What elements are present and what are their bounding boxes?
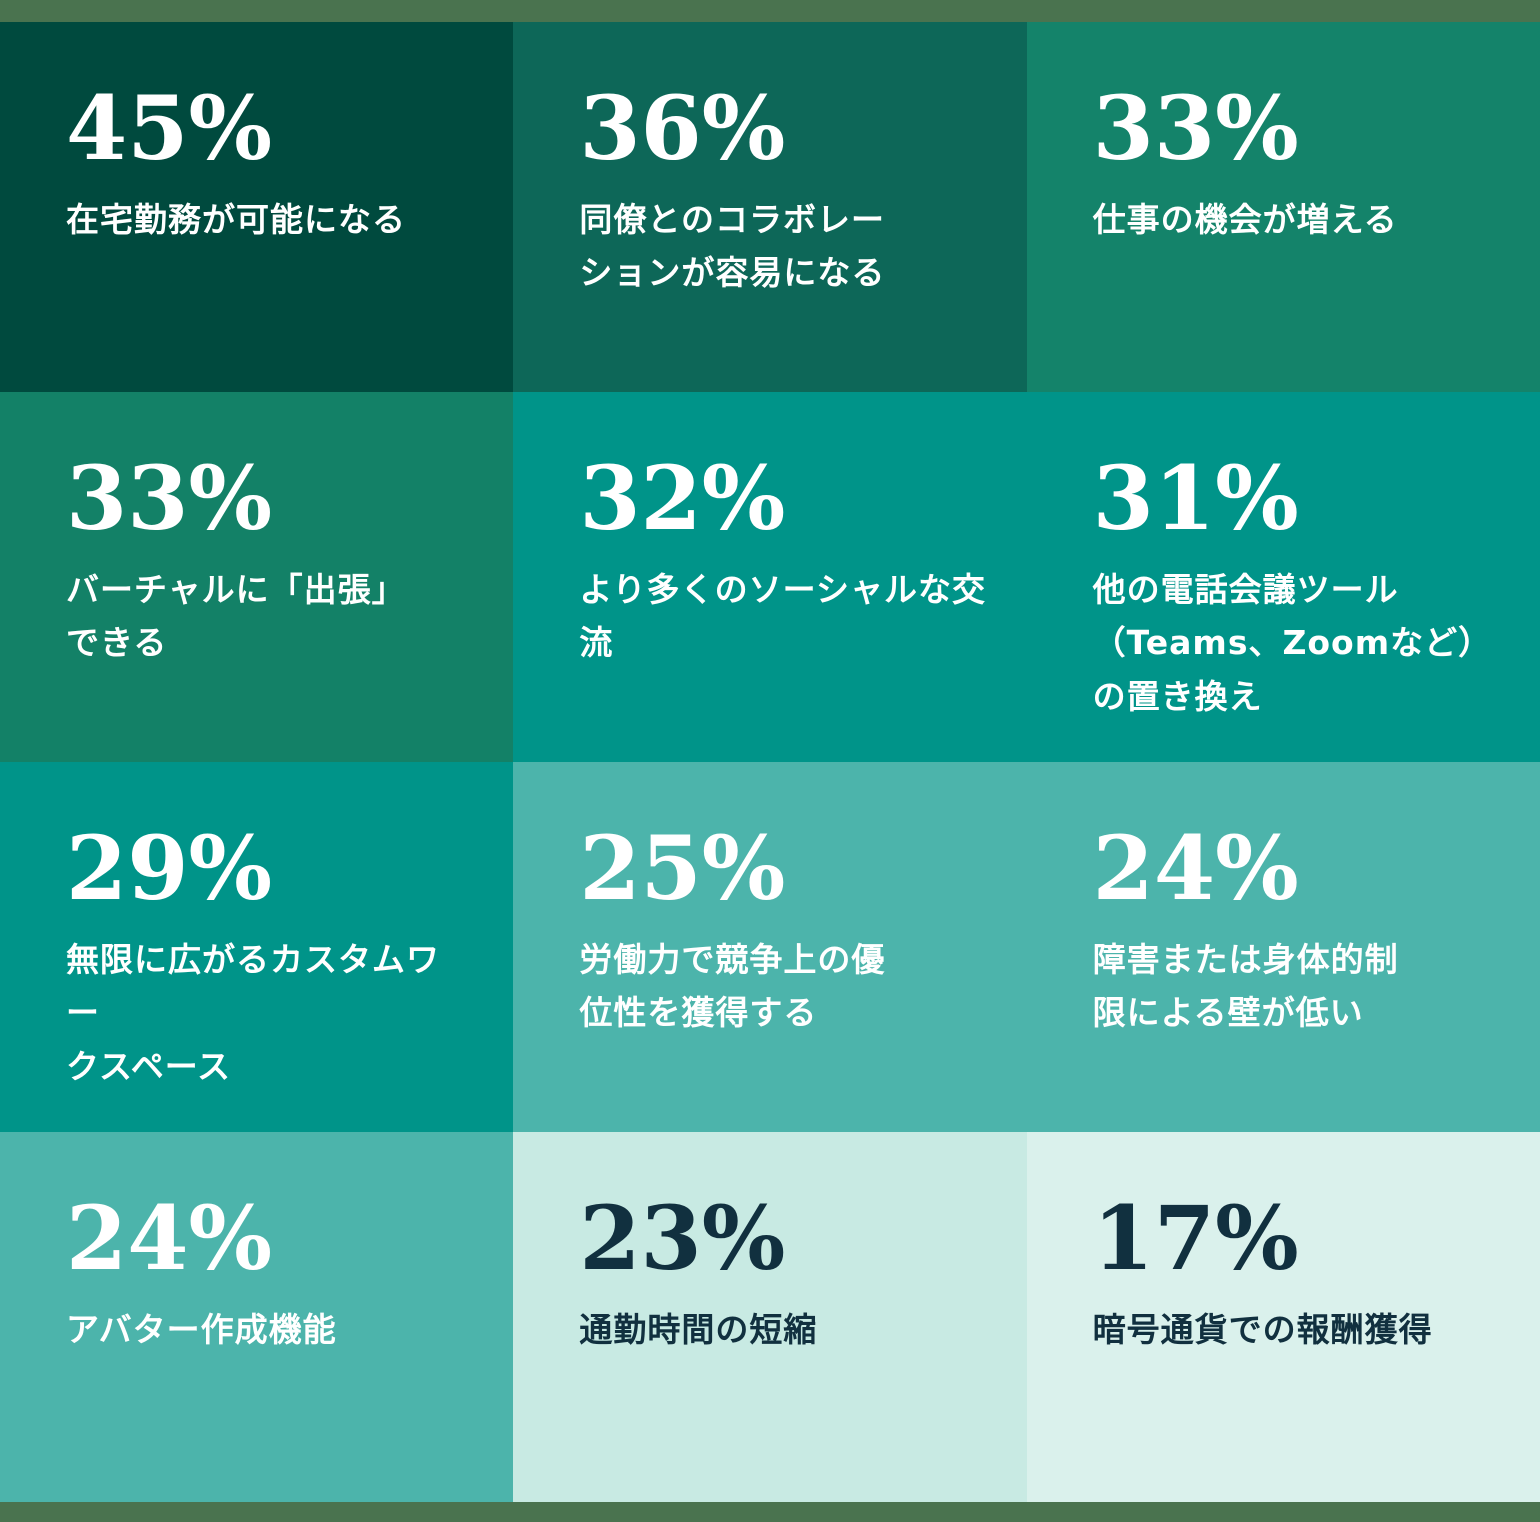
stat-value: 29%	[66, 816, 273, 920]
stat-value: 33%	[1092, 76, 1299, 180]
stat-value: 32%	[579, 446, 786, 550]
stat-label: 障害または身体的制 限による壁が低い	[1092, 939, 1399, 1033]
stat-tile-competitive-advantage: 25% 労働力で競争上の優 位性を獲得する	[513, 762, 1027, 1132]
stat-label: バーチャルに「出張」 できる	[66, 569, 406, 663]
stat-label: 他の電話会議ツール （Teams、Zoomなど） の置き換え	[1092, 569, 1493, 716]
stat-tile-replace-conference-tools: 31% 他の電話会議ツール （Teams、Zoomなど） の置き換え	[1026, 392, 1540, 762]
stat-tile-virtual-travel: 33% バーチャルに「出張」 できる	[0, 392, 514, 762]
stat-value: 24%	[1092, 816, 1299, 920]
stat-tile-collaboration: 36% 同僚とのコラボレー ションが容易になる	[513, 22, 1027, 392]
stat-value: 45%	[66, 76, 273, 180]
top-frame-strip	[0, 0, 1540, 22]
bottom-frame-strip	[0, 1502, 1540, 1522]
stat-label: 暗号通貨での報酬獲得	[1092, 1309, 1433, 1349]
stat-tile-shorter-commute: 23% 通勤時間の短縮	[513, 1132, 1027, 1502]
stat-tile-custom-workspace: 29% 無限に広がるカスタムワー クスペース	[0, 762, 514, 1132]
stat-label: 通勤時間の短縮	[579, 1309, 818, 1349]
stat-label: より多くのソーシャルな交流	[579, 569, 987, 663]
stat-tile-avatar-creation: 24% アバター作成機能	[0, 1132, 514, 1502]
stat-value: 23%	[579, 1186, 786, 1290]
stat-value: 17%	[1092, 1186, 1299, 1290]
stat-tile-job-opportunities: 33% 仕事の機会が増える	[1026, 22, 1540, 392]
stat-value: 33%	[66, 446, 273, 550]
stat-grid: 45% 在宅勤務が可能になる 36% 同僚とのコラボレー ションが容易になる 3…	[0, 22, 1540, 1502]
stat-label: 無限に広がるカスタムワー クスペース	[66, 939, 440, 1086]
stat-label: アバター作成機能	[66, 1309, 337, 1349]
stat-value: 31%	[1092, 446, 1299, 550]
stat-tile-work-from-home: 45% 在宅勤務が可能になる	[0, 22, 514, 392]
stat-value: 24%	[66, 1186, 273, 1290]
stat-label: 労働力で競争上の優 位性を獲得する	[579, 939, 886, 1033]
stat-label: 同僚とのコラボレー ションが容易になる	[579, 199, 886, 293]
stat-label: 在宅勤務が可能になる	[66, 199, 406, 239]
stat-value: 25%	[579, 816, 786, 920]
stat-tile-social-interaction: 32% より多くのソーシャルな交流	[513, 392, 1027, 762]
stat-value: 36%	[579, 76, 786, 180]
stat-label: 仕事の機会が増える	[1092, 199, 1398, 239]
stat-tile-accessibility: 24% 障害または身体的制 限による壁が低い	[1026, 762, 1540, 1132]
stat-tile-crypto-rewards: 17% 暗号通貨での報酬獲得	[1026, 1132, 1540, 1502]
